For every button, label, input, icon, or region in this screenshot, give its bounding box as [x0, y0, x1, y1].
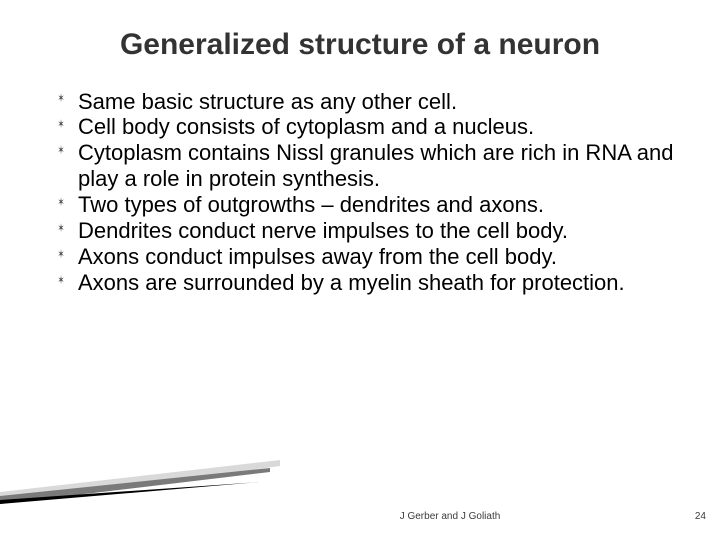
bullet-marker-icon: ✶	[58, 196, 65, 208]
decorative-wedge-icon	[0, 460, 280, 504]
bullet-text: Axons conduct impulses away from the cel…	[78, 244, 557, 269]
bullet-text: Cytoplasm contains Nissl granules which …	[78, 140, 673, 191]
bullet-marker-icon: ✶	[58, 274, 65, 286]
bullet-text: Two types of outgrowths – dendrites and …	[78, 192, 544, 217]
bullet-item: ✶ Two types of outgrowths – dendrites and…	[56, 192, 680, 218]
bullet-item: ✶ Dendrites conduct nerve impulses to the…	[56, 218, 680, 244]
bullet-text: Cell body consists of cytoplasm and a nu…	[78, 114, 534, 139]
footer-page-number: 24	[695, 511, 706, 522]
slide: Generalized structure of a neuron ✶ Same …	[0, 0, 720, 540]
slide-title: Generalized structure of a neuron	[40, 28, 680, 63]
bullet-text: Same basic structure as any other cell.	[78, 89, 457, 114]
bullet-marker-icon: ✶	[58, 248, 65, 260]
wedge-poly-dark	[0, 482, 260, 504]
bullet-text: Axons are surrounded by a myelin sheath …	[78, 270, 625, 295]
bullet-marker-icon: ✶	[58, 92, 65, 104]
wedge-poly-mid	[0, 468, 270, 504]
bullet-item: ✶ Cytoplasm contains Nissl granules which…	[56, 140, 680, 192]
wedge-poly-light	[0, 460, 280, 504]
footer-author: J Gerber and J Goliath	[0, 511, 720, 522]
bullet-item: ✶ Axons are surrounded by a myelin sheath…	[56, 270, 680, 296]
bullet-item: ✶ Same basic structure as any other cell.	[56, 89, 680, 115]
bullet-marker-icon: ✶	[58, 222, 65, 234]
bullet-item: ✶ Axons conduct impulses away from the ce…	[56, 244, 680, 270]
bullet-item: ✶ Cell body consists of cytoplasm and a n…	[56, 114, 680, 140]
bullet-text: Dendrites conduct nerve impulses to the …	[78, 218, 568, 243]
bullet-list: ✶ Same basic structure as any other cell.…	[40, 89, 680, 297]
bullet-marker-icon: ✶	[58, 144, 65, 156]
bullet-marker-icon: ✶	[58, 118, 65, 130]
